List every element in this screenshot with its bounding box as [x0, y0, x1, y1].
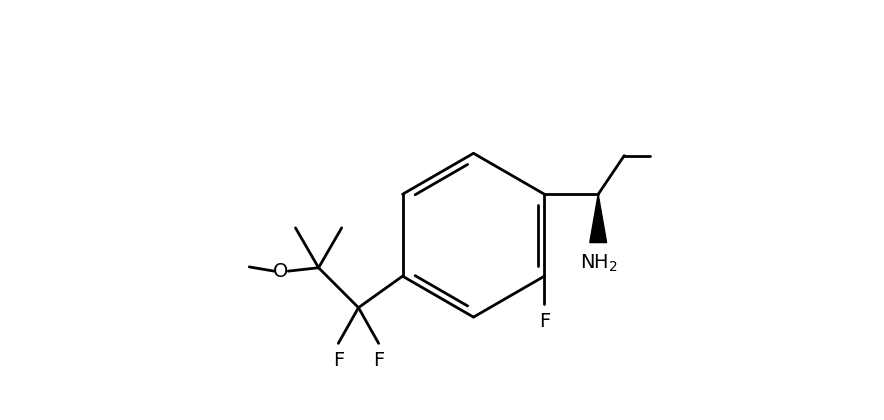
Polygon shape	[590, 194, 606, 243]
Text: F: F	[539, 312, 550, 331]
Text: O: O	[273, 262, 288, 281]
Text: NH$_2$: NH$_2$	[581, 253, 619, 274]
Text: F: F	[373, 351, 385, 370]
Text: F: F	[332, 351, 344, 370]
